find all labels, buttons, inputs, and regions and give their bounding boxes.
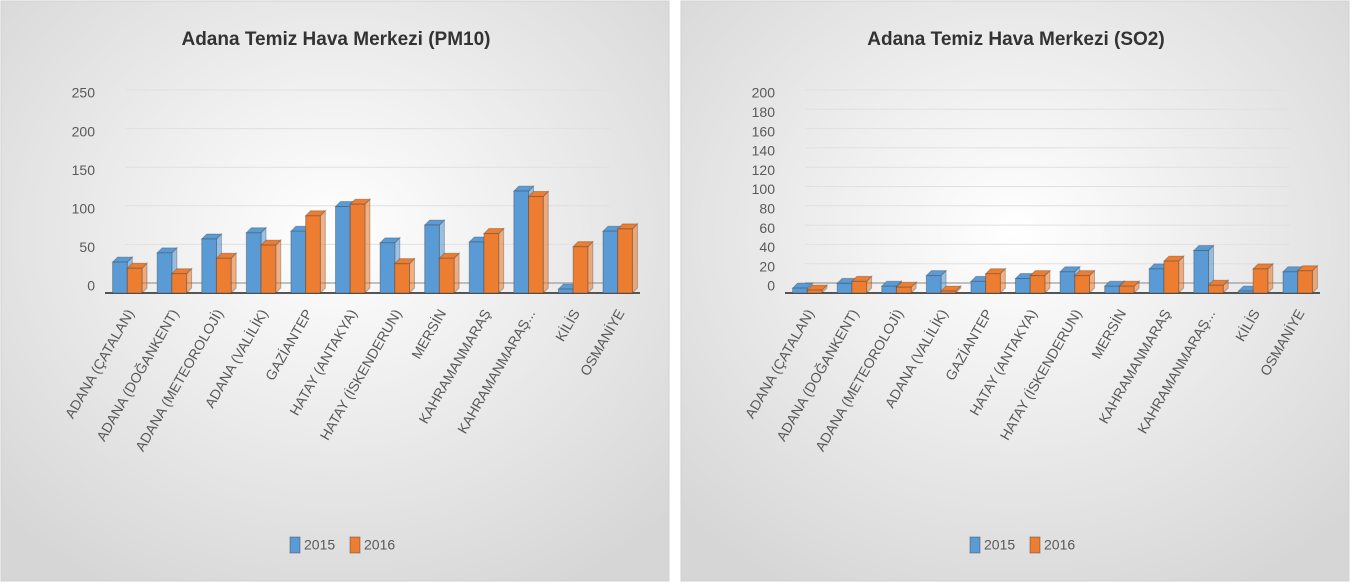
bar	[290, 230, 307, 294]
legend-label: 2016	[364, 537, 395, 553]
bar-side	[498, 227, 505, 295]
bar	[112, 261, 128, 294]
y-tick-label: 180	[752, 104, 776, 120]
bar	[806, 289, 823, 294]
bar-side	[364, 198, 371, 295]
bar	[201, 238, 217, 294]
bar-side	[230, 252, 237, 295]
y-tick-label: 250	[72, 85, 96, 101]
bar	[1148, 268, 1165, 294]
y-tick-label: 140	[752, 143, 776, 159]
bar	[1163, 260, 1180, 294]
bar-side	[542, 190, 549, 295]
bar	[1074, 275, 1091, 294]
bar	[1193, 250, 1210, 294]
bar	[881, 285, 897, 294]
legend-swatch	[349, 536, 361, 554]
bar-side	[631, 222, 638, 295]
bar	[1252, 268, 1269, 294]
bar-side	[587, 240, 594, 295]
bar	[1059, 271, 1076, 294]
bar	[260, 244, 277, 294]
y-tick-label: 40	[759, 239, 775, 255]
y-tick-label: 80	[759, 201, 775, 217]
bar	[1282, 271, 1299, 294]
y-tick-label: 200	[72, 123, 96, 139]
bar	[925, 275, 942, 294]
bar	[483, 233, 500, 294]
chart-title: Adana Temiz Hava Merkezi (SO2)	[867, 29, 1164, 50]
legend-label: 2015	[304, 537, 335, 553]
bar	[334, 206, 351, 294]
bar	[245, 232, 262, 294]
bar	[171, 273, 188, 294]
bar	[305, 215, 321, 294]
y-tick-label: 150	[72, 162, 96, 178]
y-tick-label: 200	[752, 85, 776, 101]
bar	[895, 286, 912, 294]
y-tick-label: 160	[752, 123, 776, 139]
bar	[572, 246, 589, 294]
bar	[557, 288, 574, 294]
bar	[1029, 275, 1046, 294]
bar	[424, 224, 440, 294]
bar	[792, 287, 808, 294]
y-tick-label: 50	[79, 239, 95, 255]
bar	[513, 190, 530, 294]
bar	[1104, 285, 1120, 294]
bar-side	[453, 252, 460, 295]
bar	[215, 257, 232, 294]
bar	[349, 203, 366, 294]
bar-side	[1178, 254, 1185, 295]
bar	[468, 241, 485, 294]
y-tick-label: 100	[752, 181, 776, 197]
bar	[126, 267, 143, 294]
bar	[528, 196, 544, 294]
y-tick-label: 20	[759, 258, 775, 274]
bar	[379, 242, 396, 294]
bar	[970, 280, 987, 294]
bar	[1297, 270, 1313, 294]
chart: Adana Temiz Hava Merkezi (PM10) 0 50 100 150…	[0, 0, 670, 582]
bar	[836, 282, 853, 294]
bar	[1208, 284, 1224, 294]
bar	[851, 280, 868, 294]
y-tick-label: 120	[752, 162, 776, 178]
chart-title: Adana Temiz Hava Merkezi (PM10)	[181, 29, 490, 50]
bar	[940, 290, 957, 294]
bar	[1118, 285, 1135, 294]
legend-label: 2015	[984, 537, 1015, 553]
legend-label: 2016	[1044, 537, 1075, 553]
bar	[617, 228, 633, 294]
bar	[602, 230, 619, 294]
bar-side	[319, 209, 326, 295]
chart: Adana Temiz Hava Merkezi (SO2) 0 20 40 60 80 1…	[680, 0, 1350, 582]
legend-swatch	[1029, 536, 1041, 554]
bar	[156, 252, 173, 294]
bar	[438, 257, 455, 294]
background	[0, 0, 670, 582]
bar	[1237, 290, 1254, 294]
y-tick-label: 60	[759, 220, 775, 236]
bar	[985, 273, 1001, 294]
bar	[394, 263, 411, 294]
legend-swatch	[289, 536, 301, 554]
legend-swatch	[969, 536, 981, 554]
bar	[1014, 278, 1031, 294]
bar-side	[409, 257, 416, 295]
bar-side	[275, 238, 282, 295]
y-tick-label: 0	[87, 278, 95, 294]
background	[680, 0, 1350, 582]
y-tick-label: 100	[72, 201, 96, 217]
y-tick-label: 0	[767, 278, 775, 294]
